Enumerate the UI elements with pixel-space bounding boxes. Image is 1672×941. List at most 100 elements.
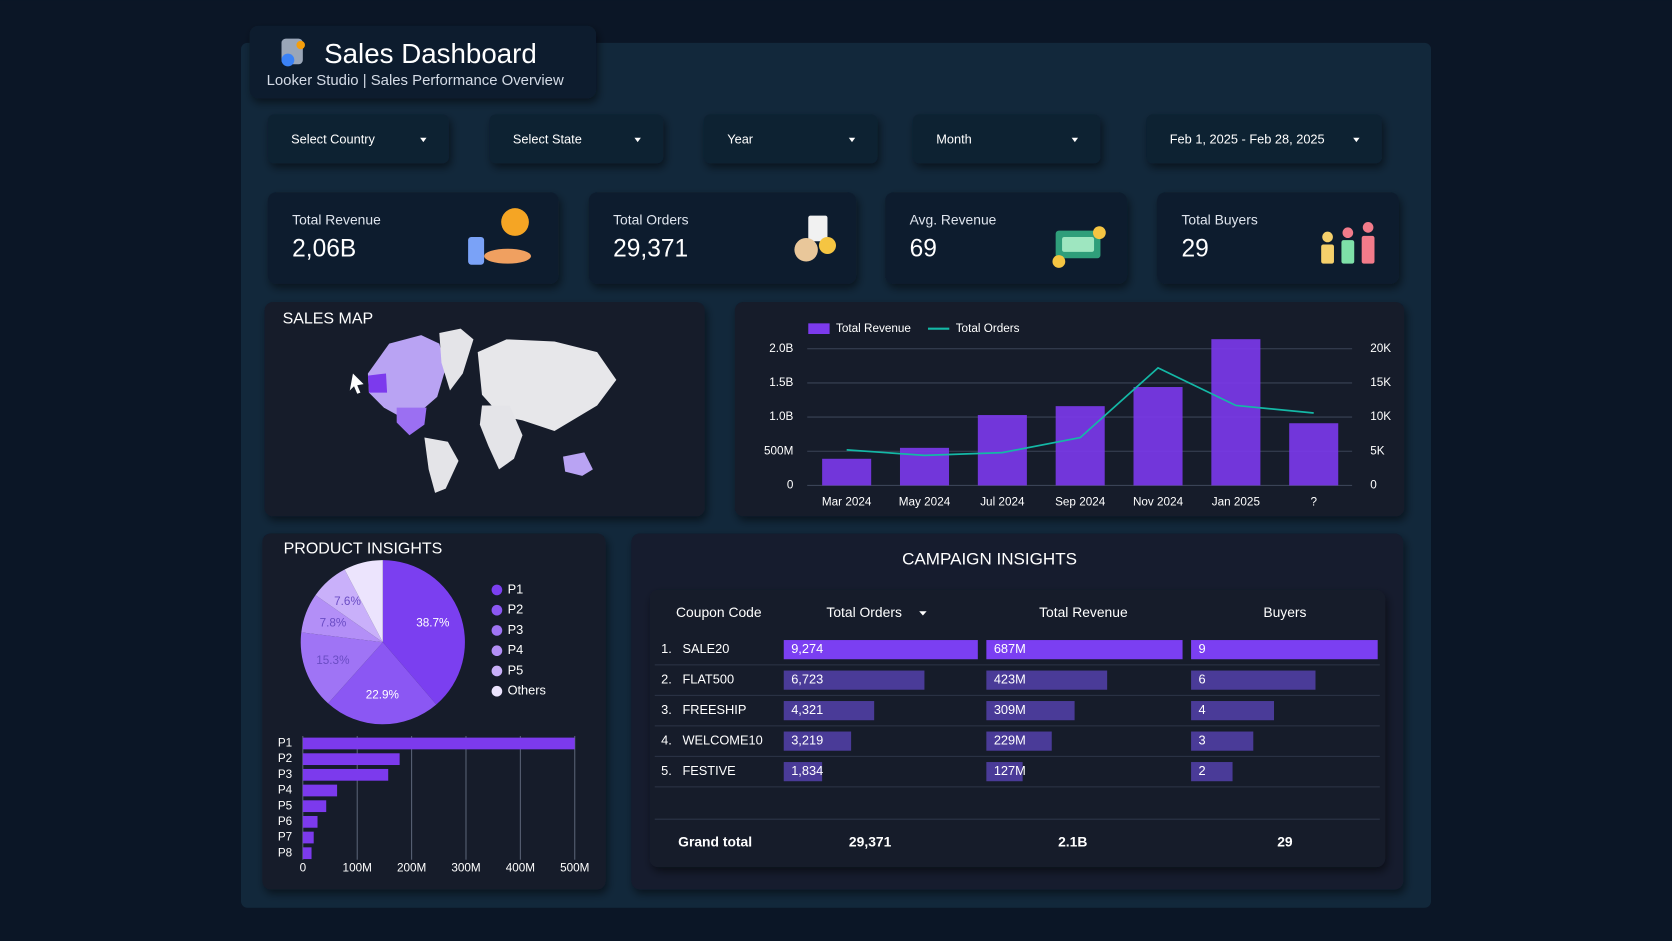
- pie-slice: [328, 642, 437, 725]
- dropdown-caret: [1071, 137, 1079, 143]
- cell-bar: [1191, 670, 1316, 690]
- cell-value: 9,274: [791, 641, 823, 656]
- pie-label: 7.6%: [334, 595, 361, 608]
- filter-dropdown[interactable]: [1146, 114, 1382, 164]
- cell-value: 127M: [994, 763, 1026, 778]
- pie-label: 22.9%: [366, 689, 399, 702]
- pie-label: 38.7%: [416, 617, 449, 630]
- y-tick-label: P4: [278, 784, 293, 797]
- kpi-value: 69: [910, 235, 937, 262]
- dropdown-caret: [420, 137, 427, 143]
- cell-value: 4,321: [791, 702, 823, 717]
- orders-line: [846, 366, 1314, 457]
- revenue-bar: [1133, 387, 1183, 486]
- kpi-card: [885, 192, 1128, 284]
- filter-dropdown[interactable]: [489, 114, 664, 164]
- filter-label: Select Country: [291, 131, 375, 146]
- legend-label: Total Revenue: [836, 322, 911, 335]
- x-tick-label: ?: [1310, 496, 1317, 509]
- row-rank: 3.: [661, 702, 672, 717]
- coupon-code: FREESHIP: [682, 702, 746, 717]
- cursor: [349, 373, 364, 394]
- revenue-bar: [1289, 423, 1339, 486]
- y-tick-label: P5: [278, 799, 293, 812]
- cell-bar: [1191, 701, 1275, 721]
- legend-label: P2: [508, 602, 524, 617]
- pie-slice: [344, 560, 383, 643]
- y-tick-label: 2.0B: [769, 342, 793, 355]
- legend-dot: [491, 584, 503, 596]
- title: Sales Dashboard: [324, 38, 537, 69]
- y-tick-label: 1.5B: [769, 376, 793, 389]
- x-tick-label: 400M: [506, 861, 535, 874]
- legend-label: Others: [508, 683, 546, 698]
- column-header: Total Orders: [826, 604, 902, 620]
- header-icon: [281, 38, 305, 67]
- x-tick-label: Jul 2024: [980, 496, 1025, 509]
- x-tick-label: Nov 2024: [1133, 496, 1184, 509]
- x-tick-label: Mar 2024: [822, 496, 872, 509]
- x-tick-label: 300M: [451, 861, 480, 874]
- x-tick-label: Jan 2025: [1212, 496, 1261, 509]
- legend-label: P1: [508, 581, 524, 596]
- x-tick-label: 100M: [343, 861, 372, 874]
- revenue-bar: [977, 415, 1027, 486]
- cell-value: 423M: [994, 672, 1026, 687]
- product-bar: [302, 800, 327, 813]
- dropdown-caret: [634, 137, 641, 143]
- cell-value: 687M: [994, 641, 1026, 656]
- coupon-code: FLAT500: [682, 672, 734, 687]
- filter-dropdown[interactable]: [912, 114, 1101, 164]
- world-map: [367, 328, 617, 493]
- cell-bar: [1191, 731, 1254, 751]
- filter-dropdown[interactable]: [267, 114, 449, 164]
- cell-value: 2: [1199, 763, 1206, 778]
- product-bar: [302, 831, 314, 844]
- y-tick-label: P6: [278, 815, 292, 828]
- filter-dropdown[interactable]: [703, 114, 878, 164]
- cell-bar: [986, 762, 1023, 782]
- legend-swatch: [808, 323, 830, 335]
- pie-slice: [315, 569, 383, 643]
- y-tick-label: P7: [278, 831, 292, 844]
- filter-label: Feb 1, 2025 - Feb 28, 2025: [1170, 131, 1325, 146]
- kpi-value: 29,371: [613, 235, 688, 262]
- legend-label: P4: [508, 642, 524, 657]
- legend-dot: [491, 645, 503, 657]
- product-bar: [302, 768, 389, 781]
- cell-bar: [783, 701, 875, 721]
- sort-caret: [919, 611, 927, 616]
- y-tick-label: P1: [278, 737, 292, 750]
- y-tick-label: P8: [278, 846, 293, 859]
- revenue-bar: [1211, 339, 1261, 486]
- coupon-code: WELCOME10: [682, 733, 762, 748]
- x-tick-label: 500M: [560, 861, 589, 874]
- cell-value: 6,723: [791, 672, 823, 687]
- total-label: Grand total: [678, 833, 752, 849]
- pie-slice: [301, 595, 383, 643]
- y-tick-label: P3: [278, 768, 292, 781]
- dropdown-caret: [1353, 137, 1360, 143]
- cell-value: 229M: [994, 733, 1026, 748]
- cell-bar: [986, 701, 1075, 721]
- cell-bar: [1191, 640, 1378, 660]
- y2-tick-label: 15K: [1370, 376, 1391, 389]
- orders-icon: [794, 215, 836, 262]
- cell-bar: [986, 670, 1108, 690]
- cell-bar: [783, 640, 978, 660]
- coupon-code: SALE20: [682, 641, 729, 656]
- filter-label: Month: [936, 131, 972, 146]
- cell-value: 3: [1199, 733, 1206, 748]
- row-rank: 4.: [661, 733, 672, 748]
- pie-slice: [300, 632, 383, 704]
- kpi-label: Total Buyers: [1181, 212, 1257, 228]
- legend-label: P3: [508, 622, 524, 637]
- product-bar: [302, 784, 338, 797]
- product-bar: [302, 753, 400, 766]
- kpi-value: 2,06B: [292, 235, 356, 262]
- campaign-title: CAMPAIGN INSIGHTS: [902, 550, 1077, 569]
- filter-label: Select State: [513, 131, 582, 146]
- cell-bar: [783, 670, 925, 690]
- cell-bar: [783, 762, 823, 782]
